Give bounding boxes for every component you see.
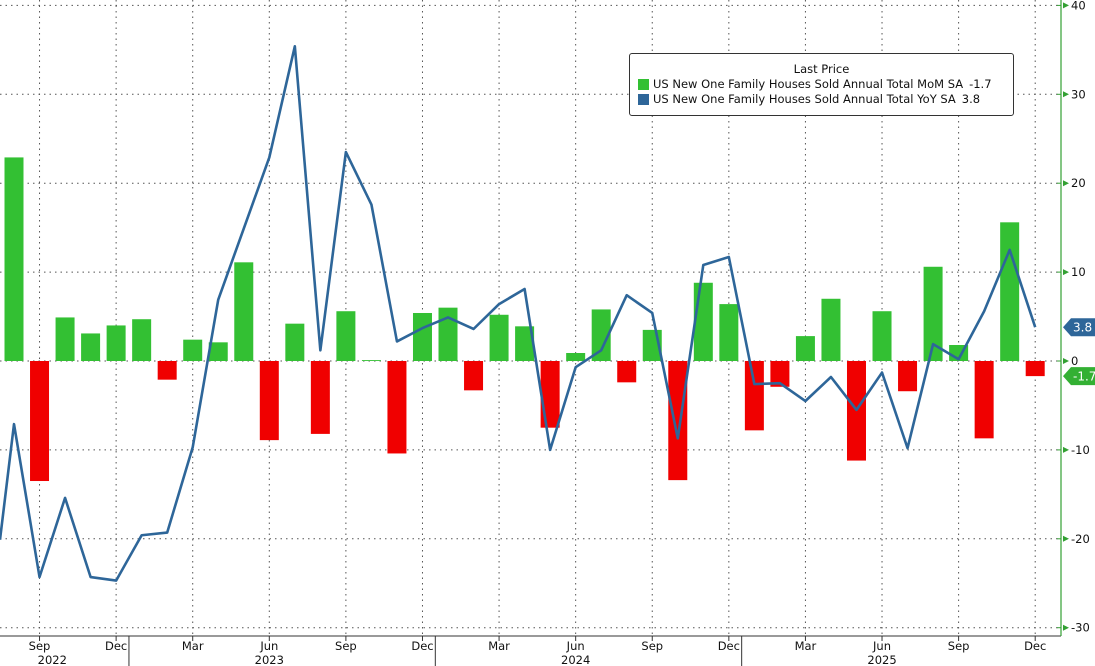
bar-jul-2024 [591,309,611,361]
bar-jun-2023 [259,361,279,441]
bar-mar-2023 [183,339,203,361]
y-tick-arrow [1063,269,1069,276]
yoy-last-value-tag [1063,318,1095,337]
legend-label-mom: US New One Family Houses Sold Annual Tot… [653,77,964,91]
bar-apr-2024 [515,326,535,361]
x-tick-label: Dec [1024,639,1046,653]
y-tick-arrow [1063,2,1069,9]
y-tick-arrow [1063,91,1069,98]
bar-aug-2022 [4,157,24,361]
x-tick-label: Jun [259,639,278,653]
x-tick-label: Sep [335,639,357,653]
yoy-last-value-tag-label: 3.8 [1073,321,1092,335]
line-yoy [0,44,1037,582]
year-label: 2023 [255,653,284,666]
bar-aug-2024 [617,361,637,383]
bar-aug-2025 [923,266,943,361]
y-tick-arrow [1063,446,1069,453]
y-tick-label: 20 [1071,176,1086,190]
bar-dec-2022 [106,325,126,361]
bar-jan-2023 [132,319,152,361]
bar-jul-2025 [898,361,918,392]
bar-aug-2023 [310,361,330,434]
year-label: 2022 [38,653,67,666]
y-tick-arrow [1063,358,1069,364]
legend-swatch-mom [638,79,649,90]
bar-apr-2025 [821,298,841,361]
bar-oct-2024 [668,361,688,481]
x-tick-label: Dec [411,639,433,653]
legend-title: Last Price [793,62,850,76]
y-tick-arrow [1063,624,1069,631]
x-tick-label: Jun [872,639,891,653]
bar-jan-2025 [744,361,764,431]
y-tick-label: 40 [1071,0,1086,12]
bar-may-2023 [234,262,254,361]
bar-nov-2023 [387,361,407,454]
legend-label-yoy: US New One Family Houses Sold Annual Tot… [653,92,956,106]
bar-feb-2025 [770,361,790,387]
legend-swatch-yoy [638,94,649,105]
bar-sep-2022 [30,361,50,482]
bar-oct-2022 [55,317,75,361]
bar-oct-2025 [974,361,994,439]
bar-jun-2025 [872,311,892,361]
mom-last-value-tag [1063,367,1095,386]
bar-oct-2023 [361,360,381,361]
bar-feb-2023 [157,361,177,380]
bar-feb-2024 [464,361,484,391]
y-tick-arrow [1063,535,1069,542]
x-tick-label: Sep [29,639,51,653]
mom-last-value-tag-label: -1.7 [1073,370,1095,384]
x-tick-label: Dec [105,639,127,653]
bar-apr-2023 [208,342,228,361]
bar-nov-2024 [693,282,713,361]
bar-jan-2024 [438,307,458,361]
bar-may-2024 [540,361,560,428]
bar-nov-2025 [1000,222,1020,361]
y-tick-label: -20 [1071,532,1090,546]
bar-sep-2023 [336,311,356,361]
year-label: 2024 [561,653,590,666]
bar-dec-2024 [719,304,739,361]
legend: Last Price US New One Family Houses Sold… [629,53,1014,116]
y-tick-arrow [1063,180,1069,187]
bar-dec-2025 [1025,361,1045,377]
bar-nov-2022 [81,333,101,361]
bar-mar-2024 [489,314,509,361]
year-label: 2025 [867,653,896,666]
legend-value-yoy: 3.8 [961,92,981,106]
legend-item-mom: US New One Family Houses Sold Annual Tot… [638,77,1013,92]
bar-mar-2025 [795,336,815,361]
x-tick-label: Mar [182,639,204,653]
legend-item-yoy: US New One Family Houses Sold Annual Tot… [638,92,1013,107]
x-tick-label: Sep [641,639,663,653]
bar-jun-2024 [566,352,586,361]
legend-value-mom: -1.7 [969,77,992,91]
bar-jul-2023 [285,323,305,361]
y-tick-label: -10 [1071,443,1090,457]
y-tick-label: 0 [1071,354,1078,368]
y-tick-label: -30 [1071,621,1090,635]
x-tick-label: Sep [948,639,970,653]
x-tick-label: Mar [795,639,817,653]
x-tick-label: Mar [488,639,510,653]
bar-dec-2023 [412,312,432,361]
x-tick-label: Jun [566,639,585,653]
y-tick-label: 10 [1071,265,1086,279]
x-tick-label: Dec [718,639,740,653]
y-tick-label: 30 [1071,87,1086,101]
